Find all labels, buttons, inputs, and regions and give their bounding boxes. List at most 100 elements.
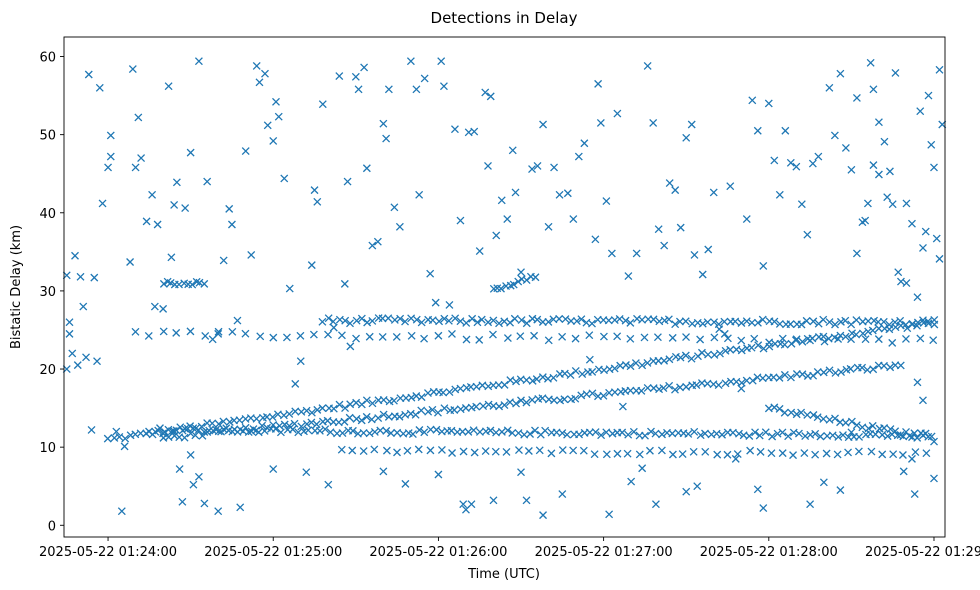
data-point (841, 143, 850, 152)
data-point (902, 199, 911, 208)
data-point (837, 368, 846, 377)
data-point (541, 426, 550, 435)
data-point (753, 318, 762, 327)
data-point (512, 377, 521, 386)
data-point (693, 482, 702, 491)
data-point (567, 317, 575, 325)
data-point (602, 428, 611, 437)
data-point (868, 421, 877, 430)
data-point (522, 496, 531, 505)
data-point (509, 280, 518, 289)
data-point (271, 424, 280, 433)
data-point (756, 447, 765, 456)
data-point (649, 118, 658, 127)
data-point (417, 318, 426, 327)
data-point (456, 317, 465, 326)
data-point (588, 367, 597, 376)
data-point (241, 147, 250, 156)
data-point (414, 445, 423, 454)
data-point (302, 468, 311, 477)
data-point (898, 451, 907, 459)
data-point (871, 430, 880, 439)
data-point (445, 301, 454, 309)
data-point (919, 396, 927, 405)
data-point (208, 419, 217, 428)
data-point (792, 335, 801, 344)
data-point (470, 127, 479, 136)
axes: 2025-05-22 01:24:00 2025-05-22 01:25:00 20… (39, 36, 980, 560)
data-point (753, 126, 762, 135)
data-point (613, 109, 622, 118)
data-point (276, 428, 285, 437)
data-point (811, 450, 820, 459)
data-point (748, 96, 757, 105)
data-point (354, 85, 363, 94)
data-point (751, 428, 760, 437)
data-point (307, 261, 316, 270)
data-point (393, 448, 401, 457)
data-point (481, 88, 490, 97)
data-point (710, 333, 719, 342)
data-point (822, 449, 831, 458)
data-point (172, 426, 181, 435)
data-point (820, 337, 829, 346)
data-point (780, 340, 789, 349)
data-point (150, 302, 159, 311)
data-point (522, 319, 531, 328)
data-point (834, 335, 843, 343)
data-point (426, 446, 435, 455)
data-point (412, 85, 421, 94)
data-point (459, 447, 468, 456)
data-point (665, 381, 674, 390)
data-point (746, 446, 755, 455)
data-point (280, 420, 289, 429)
data-point (885, 320, 894, 329)
data-point (745, 432, 754, 440)
data-point (268, 413, 277, 422)
data-point (847, 428, 856, 437)
data-point (610, 316, 619, 325)
data-point (841, 418, 850, 427)
data-point (780, 408, 789, 417)
data-point (651, 429, 660, 438)
plot-frame (63, 36, 946, 538)
data-point (704, 350, 712, 359)
data-point (908, 219, 916, 228)
data-point (698, 270, 707, 279)
data-point (256, 332, 265, 341)
data-point (73, 361, 82, 370)
data-point (836, 69, 845, 78)
data-point (801, 432, 810, 440)
data-point (591, 235, 600, 244)
data-point (778, 449, 787, 458)
data-point (588, 319, 596, 328)
data-point (618, 402, 627, 411)
data-point (195, 278, 204, 287)
data-point (574, 152, 583, 161)
data-point (488, 330, 497, 339)
data-point (754, 341, 763, 350)
data-point (472, 382, 481, 391)
data-point (819, 414, 828, 423)
data-point (181, 204, 190, 213)
data-point (137, 154, 146, 163)
data-point (910, 429, 919, 438)
data-point (597, 431, 606, 440)
data-point (854, 447, 863, 456)
data-point (315, 426, 324, 435)
data-point (660, 356, 669, 365)
data-point (304, 426, 313, 435)
x-axis-title: Time (UTC) (467, 567, 540, 582)
data-point (591, 428, 600, 436)
data-point (560, 395, 569, 404)
data-point (932, 234, 941, 243)
data-point (198, 431, 207, 440)
data-point (569, 446, 578, 455)
data-point (117, 507, 126, 516)
data-point (599, 391, 608, 400)
data-point (883, 432, 892, 441)
data-point (318, 404, 327, 413)
data-point (874, 335, 883, 344)
data-point (297, 422, 306, 431)
data-point (148, 190, 157, 199)
